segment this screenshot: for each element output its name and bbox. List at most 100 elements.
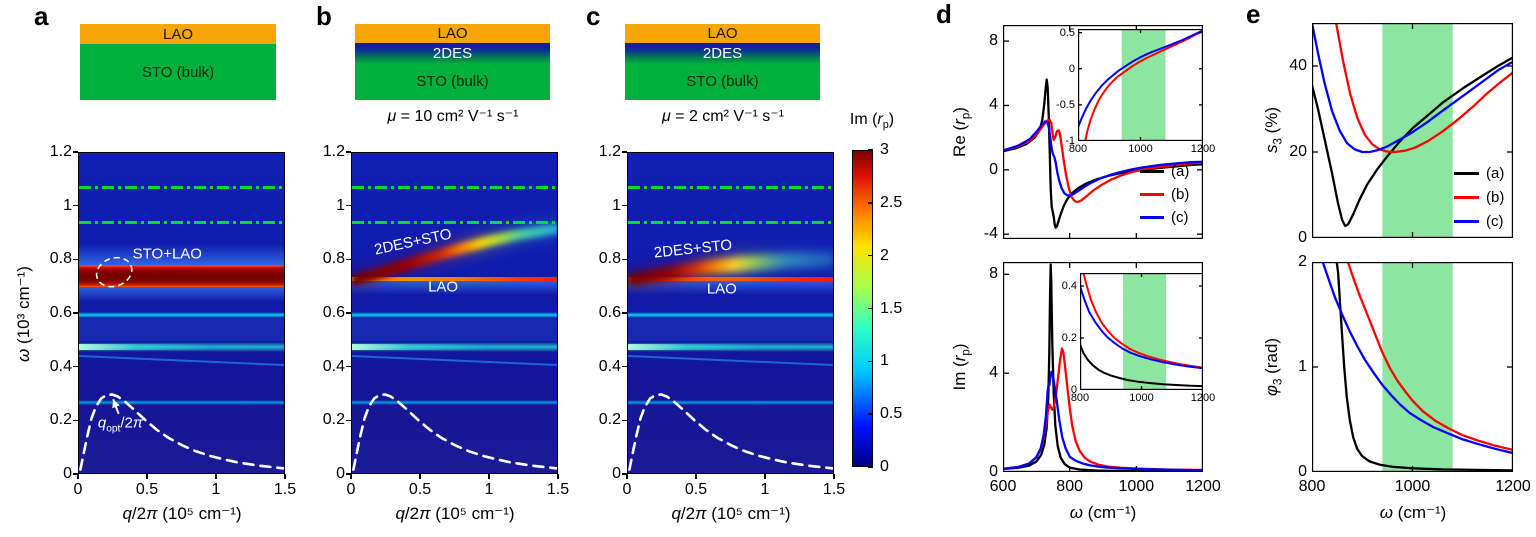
qopt-arrowhead (112, 399, 120, 409)
label-part: ω (1069, 503, 1083, 522)
label-part: ω (14, 348, 33, 362)
colorbar-tick-label: 0.5 (880, 405, 903, 423)
y-axis-title-omega: ω (10³ cm⁻¹) (14, 266, 34, 362)
legend-label-a: (a) (1486, 165, 1505, 182)
heatmap-overlay (628, 251, 833, 471)
y-axis-title-re-rp: Re (rp) (950, 107, 972, 157)
legend-line-a (1454, 172, 1479, 175)
heatmap-label-sto-lao: STO+LAO (132, 245, 202, 263)
label-part: ) (950, 343, 969, 350)
label-part: (cm⁻¹) (1082, 503, 1137, 522)
heatmap-ytick-label: 0 (63, 465, 72, 482)
dashed-ellipse-marker (95, 256, 133, 288)
legend-line-a (1140, 170, 1164, 173)
chart-ytick-label: 0 (1068, 62, 1075, 75)
heatmap-ytick-label: 1.2 (598, 143, 621, 160)
schematic-layer-lao: LAO (625, 24, 820, 43)
label-part: r (877, 111, 883, 128)
heatmap-ytick (622, 204, 627, 207)
heatmap-ytick (622, 151, 627, 153)
heatmap-label-qopt: qopt/2π (98, 414, 143, 435)
heatmap-xtick-label: 1 (760, 481, 770, 498)
heatmap-band (628, 277, 833, 282)
series-line-a (1312, 56, 1513, 228)
heatmap-ytick-label: 1 (336, 196, 345, 214)
series-line-a (1003, 78, 1203, 229)
colorbar-tick (868, 360, 873, 363)
schematic-lao-sto: LAO STO (bulk) (80, 24, 276, 100)
label-part: μ (387, 108, 397, 125)
heatmap-ytick (346, 312, 351, 314)
green-dash-dot-line (628, 186, 833, 190)
chart-ytick-label: 1 (1298, 358, 1307, 375)
heatmap-ytick-label: 1.2 (49, 143, 72, 160)
heatmap-xtick-label: 0 (346, 481, 356, 498)
heatmap-band (79, 287, 284, 302)
chart-xtick-label: 1200 (1190, 392, 1216, 404)
chart-ytick-label: 40 (1289, 57, 1307, 74)
label-part: π (146, 504, 158, 523)
legend-line-b (1140, 193, 1164, 196)
label-part: ) (888, 111, 895, 128)
label-part: /2 (120, 414, 133, 432)
colorbar-tick (868, 413, 873, 415)
label-part: 3 (1272, 378, 1285, 385)
heatmap-xtick (146, 474, 148, 479)
heatmap-xtick-label: 1.5 (546, 481, 570, 498)
chart-xtick-label: 800 (1070, 392, 1090, 404)
panel-label-a: a (34, 1, 49, 31)
heatmap-band (79, 243, 284, 266)
x-axis-title-q-b: q/2π (10⁵ cm⁻¹) (395, 504, 514, 524)
label-part: Im ( (950, 361, 969, 391)
chart-ytick-label: 0 (1298, 463, 1307, 480)
colorbar-tick (868, 149, 873, 151)
highlight-band (1382, 262, 1453, 472)
legend-label-c: (c) (1171, 209, 1189, 226)
label-part: μ (661, 108, 671, 125)
green-dash-dot-line (352, 186, 557, 190)
series-line-c (1321, 262, 1513, 455)
heatmap-xtick (833, 474, 835, 479)
chart-ytick-label: 4 (989, 96, 998, 114)
schematic-layer-lao: LAO (355, 24, 550, 43)
heatmap-ytick (622, 365, 627, 368)
colorbar-tick-label: 3 (880, 141, 889, 158)
heatmap-ytick-label: 0.4 (598, 357, 621, 375)
chart-xtick-label: 800 (1298, 478, 1326, 495)
heatmap-ytick (622, 419, 627, 422)
label-part: q (122, 504, 132, 523)
heatmap-xtick-label: 0.5 (135, 481, 159, 498)
heatmap-ytick (346, 258, 351, 261)
schematic-lao-2des-sto-mu2: LAO 2DES STO (bulk) (625, 24, 820, 100)
series-line-b (1334, 23, 1513, 154)
heatmap-ytick-label: 0.4 (322, 357, 345, 375)
heatmap-ytick-label: 0.2 (49, 411, 72, 429)
heatmap-band (79, 399, 284, 406)
x-axis-title-q-a: q/2π (10⁵ cm⁻¹) (122, 504, 241, 524)
colorbar-tick (868, 254, 873, 257)
heatmap-xtick (557, 474, 559, 479)
chart-border (1078, 29, 1203, 141)
schematic-layer-2des: 2DES (625, 43, 820, 63)
heatmap-ytick-label: 0.4 (49, 357, 72, 375)
heatmap-ytick-label: 0.2 (322, 411, 345, 429)
label-part: opt (106, 423, 121, 435)
label-part: (10⁵ cm⁻¹) (706, 504, 791, 523)
plasmon-branch (352, 223, 557, 287)
label-part: (cm⁻¹) (1392, 503, 1447, 522)
heatmap-band (79, 311, 284, 319)
chart-xtick-label: 1200 (1190, 143, 1216, 155)
mobility-label-b: μ = 10 cm² V⁻¹ s⁻¹ (387, 106, 518, 126)
series-line-a (1080, 344, 1203, 388)
heatmap-xtick (284, 474, 286, 479)
label-part: r (950, 119, 969, 125)
heatmap-xtick (488, 474, 490, 479)
x-axis-title-q-c: q/2π (10⁵ cm⁻¹) (671, 504, 790, 524)
heatmap-overlay (352, 223, 557, 471)
heatmap-ytick (346, 419, 351, 422)
label-part: = 10 cm² V⁻¹ s⁻¹ (396, 108, 519, 125)
heatmap-ytick (622, 473, 627, 475)
heatmap-band (352, 277, 557, 281)
chart-ytick-label: -1 (1065, 135, 1075, 147)
